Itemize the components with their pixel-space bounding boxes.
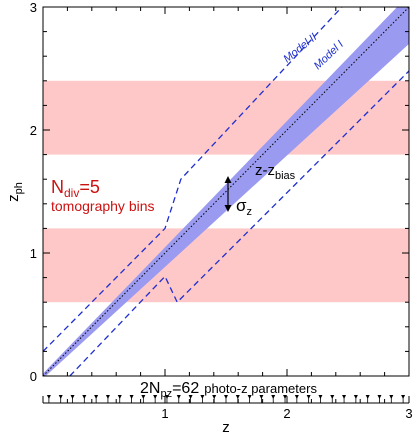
- svg-text:zph: zph: [5, 182, 25, 202]
- model-line-ii: [43, 7, 343, 352]
- y-tick-label: 1: [30, 246, 37, 261]
- x-tick-label: 3: [405, 406, 412, 421]
- photoz-marker-head: [212, 395, 217, 399]
- photoz-marker-head: [176, 395, 181, 399]
- photoz-marker-head: [377, 395, 382, 399]
- y-axis-label-sub: ph: [13, 182, 25, 194]
- photoz-marker-head: [117, 395, 122, 399]
- photoz-marker-head: [389, 395, 394, 399]
- tomography-band-1: [43, 228, 409, 303]
- photoz-marker-head: [283, 395, 288, 399]
- photoz-marker-head: [70, 395, 75, 399]
- y-tick-label: 0: [30, 369, 37, 384]
- relation-lines: [43, 7, 409, 376]
- photoz-marker-head: [318, 395, 323, 399]
- photoz-marker-head: [153, 395, 158, 399]
- sigma-arrow: [224, 176, 232, 212]
- y-tick-label: 2: [30, 123, 37, 138]
- model-lines: [43, 7, 409, 376]
- x-axis-label: z: [222, 419, 230, 436]
- mean-relation-label: z-zbias: [255, 162, 296, 182]
- photoz-marker-head: [224, 395, 228, 399]
- y-axis-label: z: [5, 194, 22, 202]
- photoz-marker-head: [105, 395, 110, 399]
- sigma-label: σz: [236, 196, 252, 218]
- photoz-marker-head: [306, 395, 311, 399]
- photoz-marker-head: [58, 395, 63, 399]
- tomography-label: tomography bins: [51, 198, 155, 214]
- axis-ticks: [42, 6, 410, 403]
- y-axis-label-group: zph: [5, 182, 25, 202]
- photoz-marker-head: [401, 395, 406, 399]
- model-ii-label: Model II: [281, 31, 319, 65]
- photoz-markers: [46, 395, 406, 403]
- x-tick-label: 2: [283, 406, 290, 421]
- photoz-marker-head: [82, 395, 87, 399]
- npz-label: 2Npz=62 photo-z parameters: [140, 380, 317, 400]
- x-tick-label: 1: [161, 406, 168, 421]
- mean-relation-line: [43, 7, 409, 376]
- photoz-marker-head: [129, 395, 134, 399]
- ndiv-label: Ndiv=5: [51, 177, 100, 200]
- photoz-marker-head: [342, 395, 347, 399]
- tick-labels: 1 2 3 0 1 2 3: [30, 0, 413, 421]
- photoz-marker-head: [271, 395, 276, 399]
- photoz-marker-head: [353, 395, 358, 399]
- photoz-marker-head: [294, 395, 299, 399]
- photoz-marker-head: [235, 395, 240, 399]
- photoz-marker-head: [259, 395, 264, 399]
- plot-frame: [42, 6, 410, 377]
- photoz-marker-head: [200, 395, 205, 399]
- photoz-marker-head: [141, 395, 146, 399]
- photoz-marker-head: [94, 395, 99, 399]
- photoz-marker-head: [188, 395, 193, 399]
- photoz-marker-head: [164, 395, 169, 399]
- model-line-i: [69, 70, 409, 376]
- photoz-marker-head: [330, 395, 335, 399]
- photoz-marker-head: [247, 395, 252, 399]
- photoz-marker-head: [46, 395, 51, 399]
- y-tick-label: 3: [30, 0, 37, 15]
- photoz-marker-head: [365, 395, 370, 399]
